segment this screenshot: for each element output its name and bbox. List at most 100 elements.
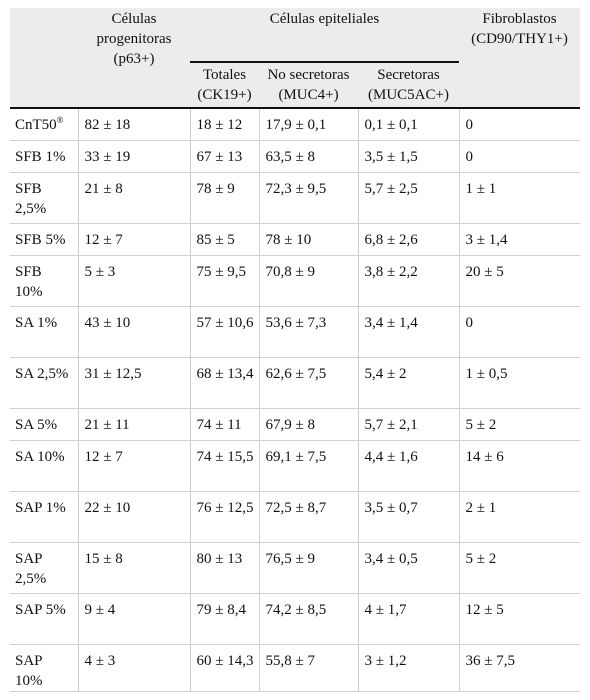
table-row: SAP 5% 9 ± 4 79 ± 8,4 74,2 ± 8,5 4 ± 1,7… (10, 593, 580, 645)
row-label: SA 5% (10, 408, 79, 441)
cell-cd90: 0 (459, 108, 580, 141)
row-label: CnT50® (10, 108, 79, 141)
cell-cd90: 14 ± 6 (459, 440, 580, 492)
cell-muc4: 70,8 ± 9 (259, 255, 359, 307)
cell-cd90: 3 ± 1,4 (459, 223, 580, 256)
table-row: SFB 10% 5 ± 3 75 ± 9,5 70,8 ± 9 3,8 ± 2,… (10, 255, 580, 307)
cell-muc4: 55,8 ± 7 (259, 644, 359, 692)
row-label: SAP 5% (10, 593, 79, 645)
header-totales: Totales (CK19+) (190, 61, 259, 109)
cell-muc5ac: 5,7 ± 2,1 (358, 408, 460, 441)
cell-ck19: 18 ± 12 (190, 108, 260, 141)
cell-ck19: 78 ± 9 (190, 172, 260, 224)
cell-cd90: 5 ± 2 (459, 408, 580, 441)
cell-muc4: 72,5 ± 8,7 (259, 491, 359, 543)
cell-ck19: 68 ± 13,4 (190, 357, 260, 409)
row-label: SAP 2,5% (10, 542, 79, 594)
cell-muc4: 69,1 ± 7,5 (259, 440, 359, 492)
cell-p63: 43 ± 10 (78, 306, 191, 358)
row-label: SFB 1% (10, 140, 79, 173)
cell-p63: 12 ± 7 (78, 440, 191, 492)
table-row: CnT50® 82 ± 18 18 ± 12 17,9 ± 0,1 0,1 ± … (10, 108, 580, 141)
cell-cd90: 36 ± 7,5 (459, 644, 580, 692)
cell-ck19: 85 ± 5 (190, 223, 260, 256)
cell-muc4: 74,2 ± 8,5 (259, 593, 359, 645)
table-row: SA 1% 43 ± 10 57 ± 10,6 53,6 ± 7,3 3,4 ±… (10, 306, 580, 358)
cell-cd90: 12 ± 5 (459, 593, 580, 645)
cell-muc4: 62,6 ± 7,5 (259, 357, 359, 409)
cell-p63: 5 ± 3 (78, 255, 191, 307)
cell-ck19: 74 ± 11 (190, 408, 260, 441)
header-secretoras: Secretoras (MUC5AC+) (358, 61, 459, 109)
cell-ck19: 76 ± 12,5 (190, 491, 260, 543)
table-row: SFB 2,5% 21 ± 8 78 ± 9 72,3 ± 9,5 5,7 ± … (10, 172, 580, 224)
row-label: SA 10% (10, 440, 79, 492)
corner-cell (10, 8, 78, 109)
row-label: SFB 5% (10, 223, 79, 256)
cell-muc5ac: 3,8 ± 2,2 (358, 255, 460, 307)
cell-ck19: 57 ± 10,6 (190, 306, 260, 358)
table-row: SA 5% 21 ± 11 74 ± 11 67,9 ± 8 5,7 ± 2,1… (10, 408, 580, 441)
table-row: SAP 1% 22 ± 10 76 ± 12,5 72,5 ± 8,7 3,5 … (10, 491, 580, 543)
row-label: SAP 1% (10, 491, 79, 543)
cell-p63: 82 ± 18 (78, 108, 191, 141)
cell-cd90: 1 ± 0,5 (459, 357, 580, 409)
header-epiteliales: Células epiteliales (190, 8, 459, 62)
cell-cd90: 1 ± 1 (459, 172, 580, 224)
cell-muc5ac: 0,1 ± 0,1 (358, 108, 460, 141)
header-progenitoras: Células progenitoras (p63+) (78, 8, 190, 109)
cell-ck19: 80 ± 13 (190, 542, 260, 594)
cell-cd90: 5 ± 2 (459, 542, 580, 594)
cell-ck19: 60 ± 14,3 (190, 644, 260, 692)
cell-p63: 15 ± 8 (78, 542, 191, 594)
table-row: SA 2,5% 31 ± 12,5 68 ± 13,4 62,6 ± 7,5 5… (10, 357, 580, 409)
cell-p63: 31 ± 12,5 (78, 357, 191, 409)
cell-cd90: 20 ± 5 (459, 255, 580, 307)
table-row: SA 10% 12 ± 7 74 ± 15,5 69,1 ± 7,5 4,4 ±… (10, 440, 580, 492)
cell-muc5ac: 5,4 ± 2 (358, 357, 460, 409)
cell-p63: 33 ± 19 (78, 140, 191, 173)
cell-muc5ac: 6,8 ± 2,6 (358, 223, 460, 256)
cell-ck19: 75 ± 9,5 (190, 255, 260, 307)
cell-p63: 4 ± 3 (78, 644, 191, 692)
row-label: SA 1% (10, 306, 79, 358)
cell-muc5ac: 4 ± 1,7 (358, 593, 460, 645)
registered-mark: ® (56, 115, 64, 125)
cell-muc5ac: 3,4 ± 1,4 (358, 306, 460, 358)
cell-p63: 21 ± 8 (78, 172, 191, 224)
table-row: SAP 10% 4 ± 3 60 ± 14,3 55,8 ± 7 3 ± 1,2… (10, 644, 580, 692)
cell-muc5ac: 3,4 ± 0,5 (358, 542, 460, 594)
table-row: SAP 2,5% 15 ± 8 80 ± 13 76,5 ± 9 3,4 ± 0… (10, 542, 580, 594)
data-table: Células progenitoras (p63+) Células epit… (10, 8, 580, 692)
row-label: SFB 2,5% (10, 172, 79, 224)
cell-p63: 9 ± 4 (78, 593, 191, 645)
cell-muc5ac: 4,4 ± 1,6 (358, 440, 460, 492)
cell-ck19: 74 ± 15,5 (190, 440, 260, 492)
cell-cd90: 2 ± 1 (459, 491, 580, 543)
row-label: SA 2,5% (10, 357, 79, 409)
cell-muc4: 63,5 ± 8 (259, 140, 359, 173)
cell-muc5ac: 3,5 ± 0,7 (358, 491, 460, 543)
cell-muc5ac: 5,7 ± 2,5 (358, 172, 460, 224)
cell-muc4: 17,9 ± 0,1 (259, 108, 359, 141)
table-row: SFB 5% 12 ± 7 85 ± 5 78 ± 10 6,8 ± 2,6 3… (10, 223, 580, 256)
cell-muc5ac: 3,5 ± 1,5 (358, 140, 460, 173)
cell-muc5ac: 3 ± 1,2 (358, 644, 460, 692)
header-fibroblastos: Fibroblastos (CD90/THY1+) (459, 8, 580, 109)
cell-p63: 21 ± 11 (78, 408, 191, 441)
cell-cd90: 0 (459, 306, 580, 358)
table-row: SFB 1% 33 ± 19 67 ± 13 63,5 ± 8 3,5 ± 1,… (10, 140, 580, 173)
cell-ck19: 67 ± 13 (190, 140, 260, 173)
header-no-secretoras: No secretoras (MUC4+) (259, 61, 358, 109)
cell-p63: 22 ± 10 (78, 491, 191, 543)
cell-muc4: 72,3 ± 9,5 (259, 172, 359, 224)
cell-muc4: 53,6 ± 7,3 (259, 306, 359, 358)
cell-muc4: 78 ± 10 (259, 223, 359, 256)
row-label: SAP 10% (10, 644, 79, 692)
cell-muc4: 67,9 ± 8 (259, 408, 359, 441)
row-label: SFB 10% (10, 255, 79, 307)
table-header: Células progenitoras (p63+) Células epit… (10, 8, 580, 109)
cell-p63: 12 ± 7 (78, 223, 191, 256)
cell-ck19: 79 ± 8,4 (190, 593, 260, 645)
cell-muc4: 76,5 ± 9 (259, 542, 359, 594)
